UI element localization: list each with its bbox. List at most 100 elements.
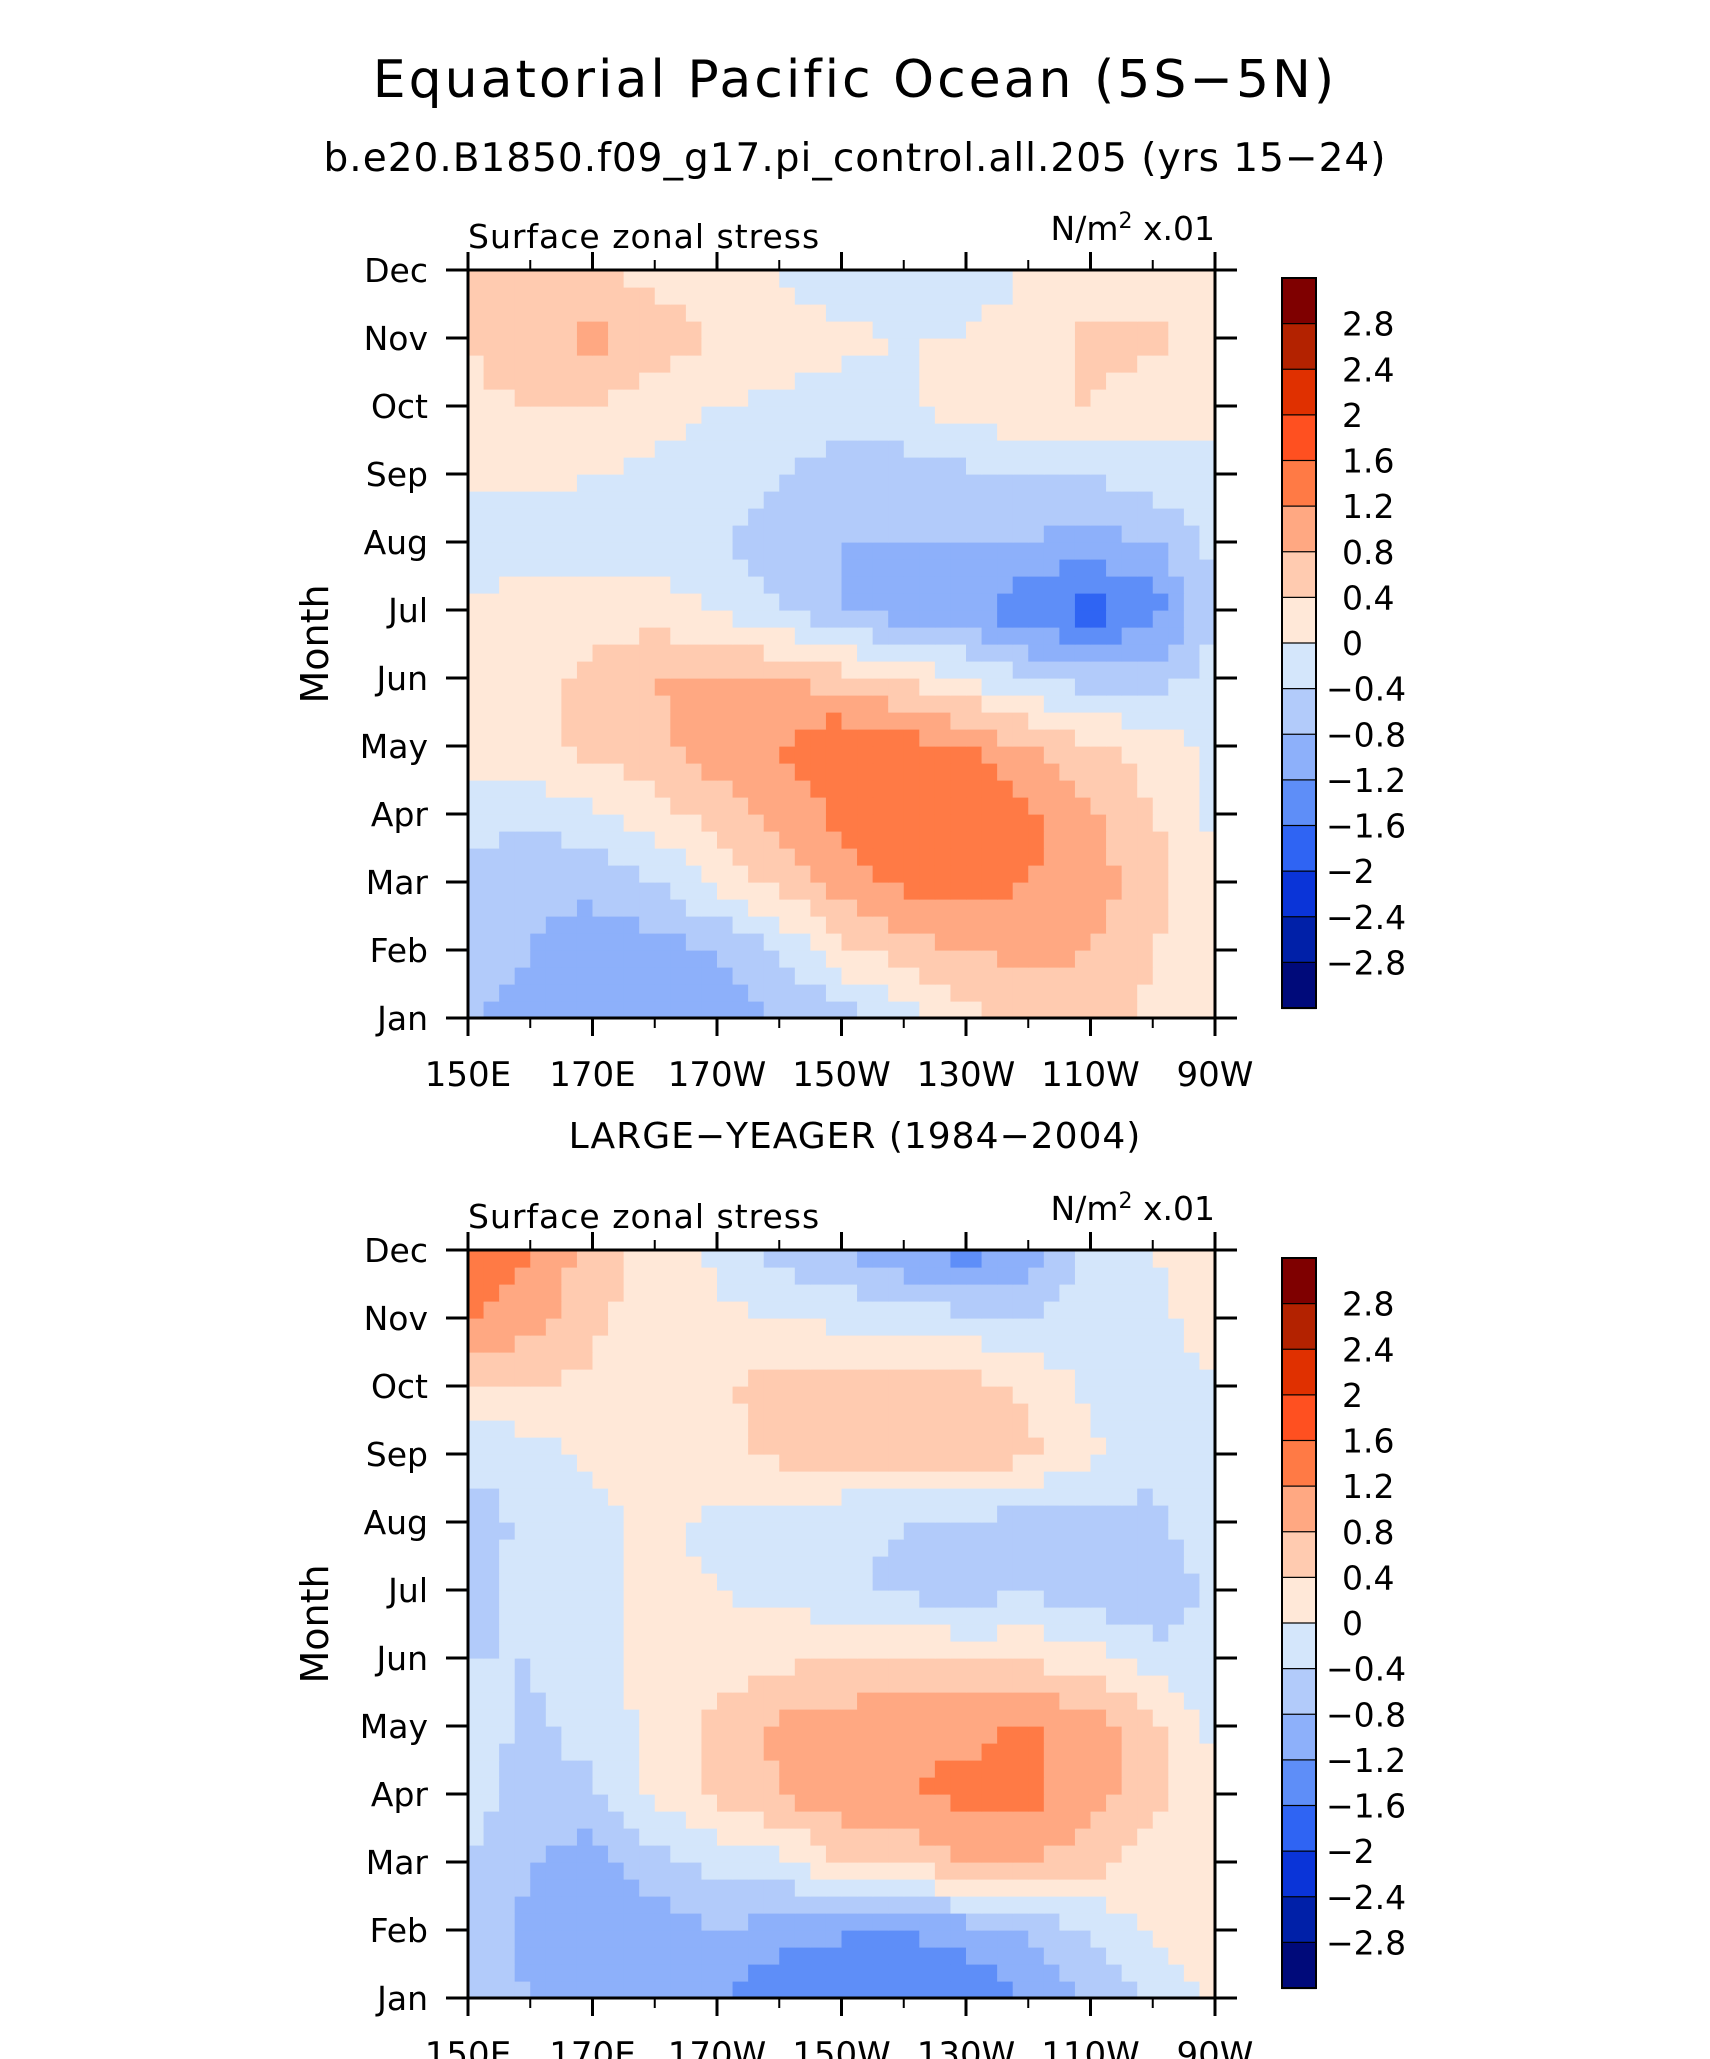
- heat-cell: [717, 1964, 734, 1982]
- heat-cell: [1121, 355, 1138, 373]
- heat-cell: [966, 508, 983, 526]
- heat-cell: [763, 1624, 780, 1642]
- heat-cell: [794, 508, 811, 526]
- heat-cell: [1152, 1335, 1169, 1353]
- heat-cell: [1074, 1420, 1092, 1438]
- heat-cell: [997, 1488, 1014, 1506]
- heat-cell: [857, 1692, 874, 1710]
- heat-cell: [934, 1352, 952, 1370]
- heat-cell: [592, 814, 609, 832]
- heat-cell: [717, 440, 734, 458]
- heat-cell: [1059, 1760, 1076, 1778]
- heat-cell: [514, 1420, 531, 1438]
- heat-cell: [841, 508, 858, 526]
- heat-cell: [934, 1828, 952, 1846]
- heat-cell: [1074, 1913, 1092, 1931]
- heat-cell: [701, 1386, 718, 1404]
- heat-cell: [903, 457, 920, 475]
- heat-cell: [857, 814, 874, 832]
- heat-cell: [748, 729, 765, 747]
- heat-cell: [1090, 865, 1107, 883]
- heat-cell: [1074, 882, 1092, 900]
- heat-cell: [608, 1675, 625, 1693]
- heat-cell: [779, 712, 796, 730]
- heat-cell: [1121, 1658, 1138, 1676]
- heat-cell: [561, 678, 578, 696]
- heat-cell: [639, 1641, 656, 1659]
- heat-cell: [1121, 1743, 1138, 1761]
- heat-cell: [717, 814, 734, 832]
- heat-cell: [950, 270, 967, 288]
- heat-cell: [608, 899, 625, 917]
- heat-cell: [1028, 1777, 1045, 1795]
- heat-cell: [685, 355, 703, 373]
- heat-cell: [966, 355, 983, 373]
- heat-cell: [701, 542, 718, 560]
- heat-cell: [1043, 270, 1060, 288]
- heat-cell: [966, 933, 983, 951]
- heat-cell: [561, 1777, 578, 1795]
- heat-cell: [623, 525, 640, 543]
- heat-cell: [1106, 1709, 1123, 1727]
- heat-cell: [530, 797, 547, 815]
- heat-cell: [934, 1369, 952, 1387]
- heat-cell: [530, 355, 547, 373]
- heat-cell: [825, 950, 843, 968]
- heat-cell: [623, 1573, 640, 1591]
- heat-cell: [1090, 1692, 1107, 1710]
- heat-cell: [841, 1335, 858, 1353]
- heat-cell: [639, 525, 656, 543]
- heat-cell: [623, 644, 640, 662]
- heat-cell: [763, 1284, 780, 1302]
- heat-cell: [654, 440, 671, 458]
- heat-cell: [934, 1641, 952, 1659]
- heat-cell: [670, 746, 687, 764]
- heat-cell: [576, 321, 594, 339]
- heat-cell: [468, 814, 485, 832]
- heat-cell: [779, 610, 796, 628]
- heat-cell: [701, 1845, 718, 1863]
- heat-cell: [1168, 372, 1185, 390]
- heat-cell: [810, 644, 827, 662]
- heat-cell: [1012, 1845, 1029, 1863]
- heat-cell: [779, 1573, 796, 1591]
- heat-cell: [1059, 1369, 1076, 1387]
- heat-cell: [794, 1896, 811, 1914]
- heat-cell: [654, 1658, 671, 1676]
- heat-cell: [1137, 1250, 1154, 1268]
- heat-cell: [825, 1001, 843, 1019]
- heat-cell: [701, 1947, 718, 1965]
- heat-cell: [717, 1641, 734, 1659]
- heat-cell: [545, 1896, 562, 1914]
- heat-cell: [514, 1658, 531, 1676]
- heat-cell: [717, 763, 734, 781]
- heat-cell: [576, 1964, 594, 1982]
- colorbar-label: −0.8: [1326, 1695, 1406, 1734]
- heat-cell: [623, 372, 640, 390]
- heat-cell: [1137, 1879, 1154, 1897]
- heat-cell: [763, 1301, 780, 1319]
- heat-cell: [763, 1573, 780, 1591]
- heat-cell: [872, 1454, 889, 1472]
- heat-cell: [1199, 1845, 1216, 1863]
- heat-cell: [919, 542, 936, 560]
- heat-cell: [701, 1001, 718, 1019]
- heat-cell: [670, 1862, 687, 1880]
- heat-cell: [1090, 1658, 1107, 1676]
- heat-cell: [763, 1879, 780, 1897]
- heat-cell: [1043, 1488, 1060, 1506]
- heat-cell: [670, 1522, 687, 1540]
- heat-cell: [919, 423, 936, 441]
- heat-cell: [1183, 372, 1201, 390]
- heat-cell: [701, 491, 718, 509]
- heat-cell: [1028, 304, 1045, 322]
- heat-cell: [1106, 1913, 1123, 1931]
- heat-cell: [1199, 1692, 1216, 1710]
- heat-cell: [966, 1658, 983, 1676]
- heat-cell: [1012, 1352, 1029, 1370]
- heat-cell: [1183, 1386, 1201, 1404]
- heat-cell: [1028, 1301, 1045, 1319]
- heat-cell: [841, 695, 858, 713]
- heat-cell: [639, 457, 656, 475]
- heat-cell: [934, 406, 952, 424]
